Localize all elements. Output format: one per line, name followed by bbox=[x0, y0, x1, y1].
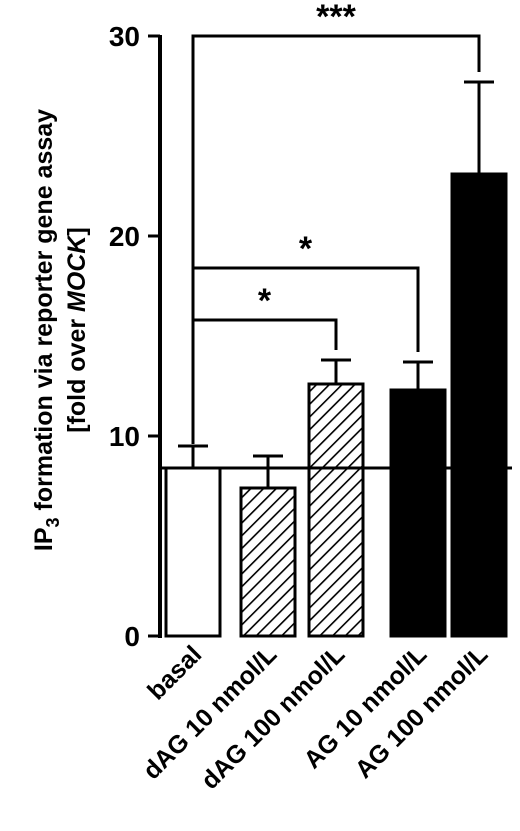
y-axis-title: IP3 formation via reporter gene assay bbox=[30, 109, 63, 551]
y-tick-label-20: 20 bbox=[109, 221, 140, 252]
svg-text:[fold over MOCK]: [fold over MOCK] bbox=[63, 227, 91, 433]
x-tick-label-0: basal bbox=[142, 640, 207, 705]
significance-bracket-2 bbox=[191, 34, 481, 444]
bar-0 bbox=[164, 466, 222, 638]
y-axis-title-rest: formation via reporter gene assay bbox=[30, 109, 58, 518]
bar-1 bbox=[239, 486, 297, 638]
y-axis-title-line2: [fold over MOCK] bbox=[63, 227, 91, 433]
y-axis-title-main: IP bbox=[30, 527, 58, 551]
y-axis-title-line2-post: ] bbox=[63, 227, 91, 235]
significance-label-1: * bbox=[299, 230, 313, 268]
svg-text:IP3 formation via reporter gen: IP3 formation via reporter gene assay bbox=[30, 109, 63, 551]
significance-bracket-1 bbox=[191, 266, 420, 444]
bar-2 bbox=[307, 382, 365, 638]
y-tick-label-10: 10 bbox=[109, 421, 140, 452]
significance-brackets: ***** bbox=[191, 0, 481, 444]
y-tick-label-30: 30 bbox=[109, 21, 140, 52]
y-axis-title-line2-pre: [fold over bbox=[63, 312, 91, 433]
significance-label-0: * bbox=[258, 282, 272, 320]
bar-3 bbox=[389, 388, 447, 638]
error-bars-group bbox=[178, 80, 494, 488]
y-tick-label-0: 0 bbox=[124, 621, 140, 652]
bars-group bbox=[164, 172, 508, 638]
y-axis-ticks: 0 10 20 30 bbox=[109, 21, 160, 652]
significance-label-2: *** bbox=[316, 0, 356, 36]
bar-4 bbox=[450, 172, 508, 638]
y-axis-title-line2-italic: MOCK bbox=[63, 234, 91, 312]
y-axis-title-sub: 3 bbox=[43, 517, 63, 527]
